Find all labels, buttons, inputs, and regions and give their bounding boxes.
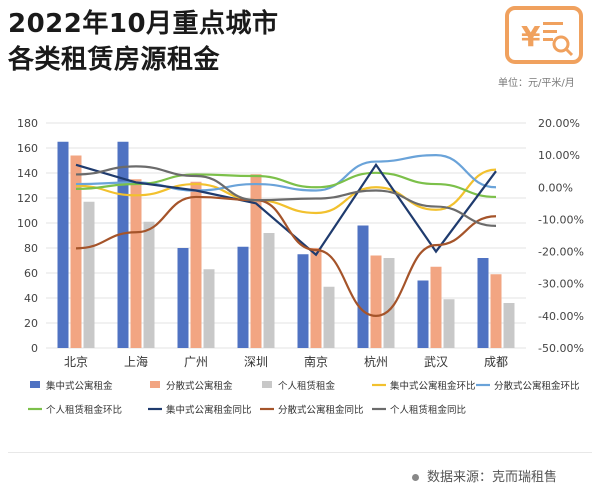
legend-label: 分散式公寓租金环比 [494, 380, 580, 392]
y2-tick-label: 0.00% [538, 181, 573, 194]
y-tick-label: 20 [24, 317, 38, 330]
bar [130, 179, 142, 348]
bar [83, 201, 95, 348]
bar [263, 233, 275, 348]
y2-tick-label: -10.00% [538, 213, 584, 226]
bar [503, 303, 515, 348]
x-tick-label: 深圳 [244, 355, 268, 369]
bar [357, 225, 369, 348]
bar [237, 246, 249, 348]
data-source: 数据来源：克而瑞租售 [412, 466, 557, 485]
bar [117, 141, 129, 348]
bar [57, 141, 69, 348]
legend-swatch [30, 381, 40, 388]
bar [70, 155, 82, 348]
x-tick-label: 上海 [124, 354, 148, 369]
bar [443, 299, 455, 348]
legend-label: 分散式公寓租金 [166, 380, 233, 392]
y2-tick-label: 10.00% [538, 149, 580, 162]
bar [430, 266, 442, 348]
legend-label: 集中式公寓租金同比 [166, 404, 252, 416]
series-line [75, 168, 497, 215]
x-tick-label: 北京 [64, 355, 88, 369]
legend-label: 分散式公寓租金同比 [278, 404, 364, 416]
y2-tick-label: -50.00% [538, 342, 584, 355]
footer-divider [8, 452, 592, 453]
y-tick-label: 100 [17, 217, 38, 230]
legend-swatch [262, 381, 272, 388]
bar [370, 255, 382, 348]
y2-tick-label: -30.00% [538, 278, 584, 291]
bar [417, 280, 429, 348]
bar [310, 248, 322, 348]
y-tick-label: 160 [17, 142, 38, 155]
y-tick-label: 60 [24, 267, 38, 280]
x-tick-label: 成都 [484, 355, 508, 369]
y2-tick-label: -40.00% [538, 310, 584, 323]
series-line [75, 195, 497, 317]
bar [323, 286, 335, 348]
bar [143, 221, 155, 348]
unit-label: 单位：元/平米/月 [498, 78, 575, 89]
bar [297, 254, 309, 348]
bar [190, 181, 202, 348]
legend-label: 个人租赁租金同比 [390, 404, 466, 416]
chart-title: 2022年10月重点城市 各类租赁房源租金 [8, 6, 279, 78]
source-text: 数据来源：克而瑞租售 [427, 470, 558, 485]
x-tick-label: 广州 [184, 355, 208, 369]
series-line [75, 165, 497, 227]
bar [177, 248, 189, 348]
bar [383, 258, 395, 348]
rent-chart: 0 20 40 60 80 100 120 140 160 180 20.00% 10.00% 0.00… [17, 117, 584, 416]
x-tick-label: 武汉 [424, 355, 448, 369]
x-tick-label: 南京 [304, 354, 328, 369]
title-line-1: 2022年10月重点城市 [8, 9, 279, 39]
bar [490, 274, 502, 348]
y-tick-label: 80 [24, 242, 38, 255]
y-tick-label: 120 [17, 192, 38, 205]
bar [477, 258, 489, 348]
legend-label: 个人租赁租金环比 [46, 404, 122, 416]
y-tick-label: 0 [31, 342, 38, 355]
legend-label: 集中式公寓租金环比 [390, 380, 476, 392]
svg-text:¥: ¥ [521, 20, 541, 53]
x-tick-label: 杭州 [364, 354, 388, 369]
legend-label: 个人租赁租金 [278, 380, 336, 392]
bar [250, 174, 262, 348]
bullet-icon [412, 474, 419, 481]
title-line-2: 各类租赁房源租金 [8, 45, 221, 75]
series-line [75, 162, 497, 257]
y2-tick-label: 20.00% [538, 117, 580, 130]
legend-swatch [150, 381, 160, 388]
legend-label: 集中式公寓租金 [46, 380, 113, 392]
y-tick-label: 180 [17, 117, 38, 130]
y-tick-label: 40 [24, 292, 38, 305]
yuan-magnifier-icon: ¥ [505, 6, 583, 64]
bar [203, 269, 215, 348]
y2-tick-label: -20.00% [538, 246, 584, 259]
y-tick-label: 140 [17, 167, 38, 180]
